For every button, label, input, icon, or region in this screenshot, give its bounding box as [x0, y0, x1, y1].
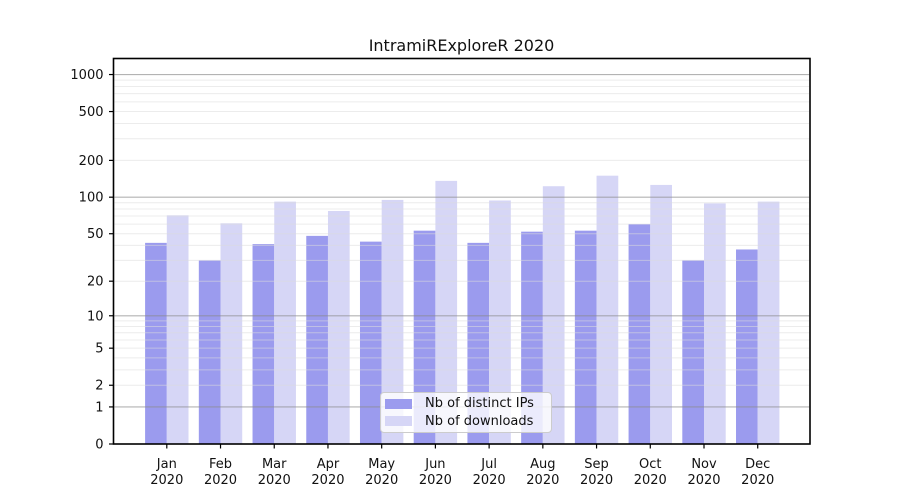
x-tick-label-month-nov: Nov — [691, 457, 717, 472]
legend: Nb of distinct IPs Nb of downloads — [380, 392, 552, 433]
x-tick-label-month-mar: Mar — [262, 457, 287, 472]
x-tick-label-year-mar: 2020 — [258, 473, 291, 488]
legend-label-distinct-ips: Nb of distinct IPs — [425, 396, 534, 412]
bar-downloads-jul — [489, 200, 511, 444]
bar-distinct-ips-jan — [145, 242, 167, 444]
chart-title: IntramiRExploreR 2020 — [368, 36, 555, 55]
bar-distinct-ips-nov — [682, 260, 704, 444]
legend-swatch-downloads — [385, 416, 412, 427]
x-tick-label-year-nov: 2020 — [687, 473, 720, 488]
bar-distinct-ips-sep — [574, 230, 597, 444]
bar-distinct-ips-mar — [252, 244, 275, 444]
x-tick-label-month-aug: Aug — [530, 457, 555, 472]
bar-downloads-nov — [704, 203, 726, 444]
x-tick-label-year-feb: 2020 — [204, 473, 237, 488]
legend-row-distinct-ips: Nb of distinct IPs — [385, 395, 545, 413]
y-tick-label-20: 20 — [87, 275, 104, 290]
x-tick-label-month-jul: Jul — [480, 457, 497, 472]
legend-row-downloads: Nb of downloads — [385, 413, 545, 431]
y-tick-label-50: 50 — [87, 227, 104, 242]
bar-downloads-apr — [327, 211, 350, 444]
x-tick-label-month-oct: Oct — [639, 457, 661, 472]
bar-distinct-ips-oct — [628, 224, 651, 444]
x-tick-label-month-sep: Sep — [584, 457, 609, 472]
x-tick-label-year-jul: 2020 — [473, 473, 506, 488]
x-tick-label-year-dec: 2020 — [741, 473, 774, 488]
y-tick-label-5: 5 — [95, 342, 103, 357]
x-tick-label-year-aug: 2020 — [526, 473, 559, 488]
bar-distinct-ips-dec — [736, 249, 758, 444]
bar-downloads-oct — [650, 184, 672, 444]
x-tick-label-month-dec: Dec — [745, 457, 770, 472]
bar-downloads-feb — [220, 223, 243, 444]
x-tick-label-year-apr: 2020 — [311, 473, 344, 488]
bar-distinct-ips-feb — [198, 260, 221, 444]
bar-distinct-ips-jun — [413, 230, 436, 444]
x-tick-label-year-may: 2020 — [365, 473, 398, 488]
y-tick-label-1: 1 — [95, 400, 103, 415]
bar-downloads-mar — [274, 201, 296, 444]
x-tick-label-month-jun: Jun — [424, 457, 445, 472]
x-tick-label-month-feb: Feb — [209, 457, 232, 472]
legend-label-downloads: Nb of downloads — [425, 413, 534, 429]
x-tick-label-year-jan: 2020 — [150, 473, 183, 488]
x-tick-label-year-sep: 2020 — [580, 473, 613, 488]
bar-downloads-jun — [435, 180, 458, 444]
bar-downloads-jan — [166, 215, 189, 444]
y-tick-label-100: 100 — [79, 191, 104, 206]
bar-distinct-ips-may — [359, 241, 382, 444]
bar-downloads-aug — [542, 186, 565, 444]
x-tick-label-month-apr: Apr — [317, 457, 340, 472]
bar-distinct-ips-aug — [521, 231, 543, 444]
x-tick-label-year-oct: 2020 — [634, 473, 667, 488]
bar-downloads-sep — [596, 175, 619, 444]
x-tick-label-month-jan: Jan — [156, 457, 177, 472]
y-tick-label-10: 10 — [87, 309, 104, 324]
bar-downloads-may — [381, 199, 404, 444]
y-tick-label-200: 200 — [79, 154, 104, 169]
y-tick-label-2: 2 — [95, 379, 103, 394]
y-tick-label-0: 0 — [95, 438, 103, 453]
x-tick-label-month-may: May — [368, 457, 395, 472]
y-tick-label-1000: 1000 — [70, 68, 103, 83]
y-tick-label-500: 500 — [79, 105, 104, 120]
x-tick-label-year-jun: 2020 — [419, 473, 452, 488]
bar-downloads-dec — [757, 201, 780, 444]
plot-border — [112, 57, 811, 445]
legend-swatch-distinct-ips — [385, 398, 412, 409]
